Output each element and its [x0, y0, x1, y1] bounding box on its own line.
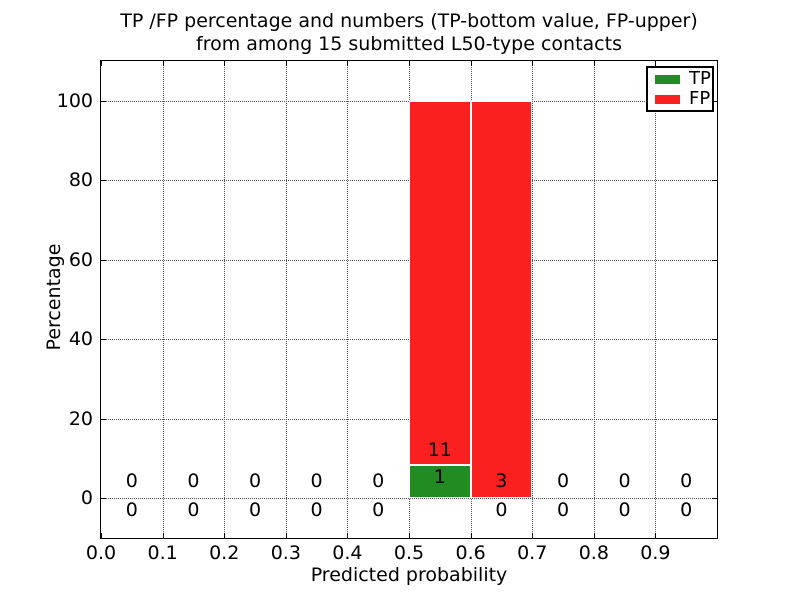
x-tick-label: 0.0 [85, 542, 117, 564]
y-axis-label: Percentage [43, 243, 65, 351]
y-tick-label: 20 [68, 407, 93, 430]
fp-count-label: 0 [248, 470, 262, 493]
legend-item-tp: TP [655, 70, 712, 88]
y-axis-tick [712, 498, 717, 500]
x-tick-label: 0.4 [332, 542, 363, 564]
x-axis-tick [593, 61, 595, 66]
x-axis-tick [162, 533, 164, 538]
fp-count-label: 0 [310, 470, 323, 493]
x-axis-tick [470, 533, 472, 538]
y-axis-tick [101, 418, 106, 420]
y-tick-label: 60 [68, 248, 93, 271]
x-axis-tick [532, 61, 534, 66]
y-tick-label: 0 [80, 487, 93, 510]
y-tick-label: 100 [56, 89, 93, 112]
grid-line-v [532, 61, 534, 538]
chart-title-line-1: TP /FP percentage and numbers (TP-bottom… [120, 10, 698, 32]
x-axis-label: Predicted probability [310, 564, 508, 586]
tp-count-label: 0 [310, 498, 323, 521]
tp-count-label: 0 [556, 498, 570, 521]
chart-title: TP /FP percentage and numbers (TP-bottom… [100, 10, 718, 56]
y-axis-tick [101, 498, 106, 500]
x-tick-label: 0.6 [455, 542, 486, 564]
fp-count-label: 0 [125, 470, 138, 493]
x-axis-tick [593, 533, 595, 538]
y-axis-tick [712, 418, 717, 420]
grid-line-v [347, 61, 349, 538]
x-axis-tick [655, 533, 657, 538]
y-tick-label: 80 [68, 169, 93, 192]
grid-line-v [593, 61, 595, 538]
x-tick-label: 0.8 [578, 542, 609, 564]
fp-count-label: 0 [556, 470, 570, 493]
tp-legend-swatch [655, 74, 680, 84]
x-axis-tick [224, 61, 226, 66]
chart-title-line-2: from among 15 submitted L50-type contact… [196, 33, 622, 55]
x-axis-tick [347, 61, 349, 66]
x-tick-label: 0.1 [147, 542, 178, 564]
plot-area [100, 60, 718, 539]
y-axis-tick [101, 100, 106, 102]
tp-count-label: 1 [433, 465, 446, 488]
grid-line-v [162, 61, 164, 538]
x-axis-tick [101, 61, 102, 66]
fp-count-label: 11 [427, 438, 452, 461]
x-axis-tick [532, 533, 534, 538]
tp-count-label: 0 [680, 498, 693, 521]
bar-fp [409, 100, 471, 466]
y-axis-tick [101, 259, 106, 261]
y-axis-tick [712, 180, 717, 182]
fp-legend-swatch [655, 94, 680, 104]
grid-line-v [285, 61, 287, 538]
fp-count-label: 0 [680, 470, 693, 493]
x-axis-tick [224, 533, 226, 538]
bar-fp [470, 100, 533, 499]
x-tick-label: 0.9 [640, 542, 671, 564]
x-axis-tick [101, 533, 102, 538]
tp-legend-label: TP [689, 68, 711, 89]
x-axis-tick [655, 61, 657, 66]
legend: TP FP [646, 66, 714, 112]
tp-count-label: 0 [372, 498, 385, 521]
tp-count-label: 0 [618, 498, 631, 521]
y-axis-tick [101, 339, 106, 341]
tp-count-label: 0 [248, 498, 262, 521]
grid-line-v [655, 61, 657, 538]
y-axis-tick [712, 259, 717, 261]
x-axis-tick [285, 61, 287, 66]
x-tick-label: 0.7 [517, 542, 548, 564]
x-tick-label: 0.3 [270, 542, 301, 564]
fp-count-label: 0 [618, 470, 631, 493]
y-tick-label: 40 [68, 328, 93, 351]
x-tick-label: 0.5 [393, 542, 425, 564]
tp-count-label: 0 [187, 498, 200, 521]
fp-count-label: 0 [372, 470, 385, 493]
x-axis-tick [285, 533, 287, 538]
x-axis-tick [347, 533, 349, 538]
x-axis-tick [470, 61, 472, 66]
y-axis-tick [712, 339, 717, 341]
x-axis-tick [409, 533, 410, 538]
bar-tp [409, 465, 471, 499]
tp-count-label: 0 [125, 498, 138, 521]
fp-count-label: 0 [187, 470, 200, 493]
legend-item-fp: FP [655, 90, 712, 108]
fp-count-label: 3 [495, 470, 508, 493]
tp-count-label: 0 [495, 498, 508, 521]
x-axis-tick [409, 61, 410, 66]
x-tick-label: 0.2 [209, 542, 240, 564]
y-axis-tick [101, 180, 106, 182]
y-axis-tick [712, 100, 717, 102]
grid-line-v [224, 61, 226, 538]
x-axis-tick [162, 61, 164, 66]
fp-legend-label: FP [689, 88, 711, 109]
